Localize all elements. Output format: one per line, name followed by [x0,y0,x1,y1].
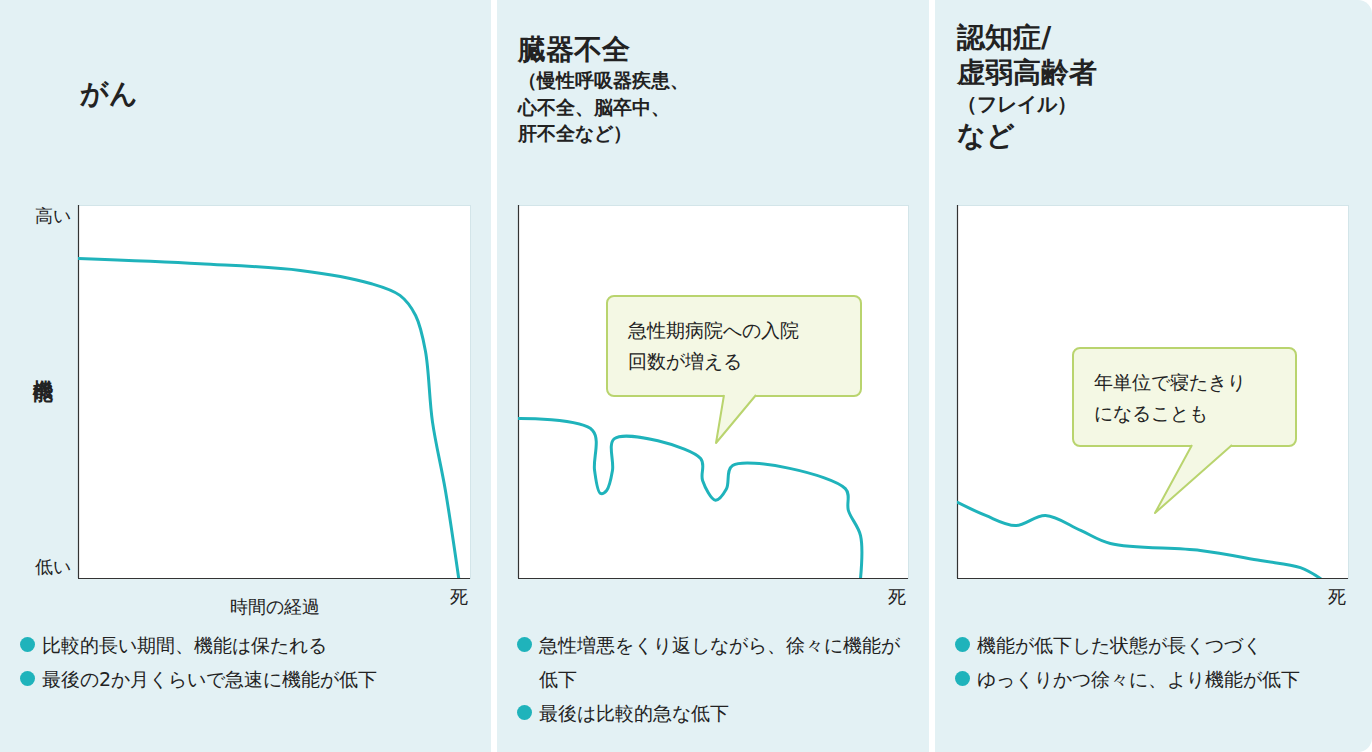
html-text:など: など [957,119,1015,152]
html-text:急性期病院への入院 回数が増える: 急性期病院への入院 回数が増える [628,319,799,373]
html-text:最後は比較的急な低下: 最後は比較的急な低下 [539,702,729,725]
html-text:臓器不全: 臓器不全 [518,33,630,66]
html-text:心不全、脳卒中、: 心不全、脳卒中、 [518,95,670,118]
html-text:（フレイル）: （フレイル） [957,92,1077,116]
html-text:比較的長い期間、機能は保たれる: 比較的長い期間、機能は保たれる [42,634,327,656]
html-text:（慢性呼吸器疾患、: （慢性呼吸器疾患、 [518,69,689,91]
html-text:虚弱高齢者: 虚弱高齢者 [957,56,1097,89]
html-text:肝不全など）: 肝不全など） [518,122,632,145]
svg-text:高い: 高い [35,205,71,226]
html-text:ゆっくりかつ徐々に、より機能が低下: ゆっくりかつ徐々に、より機能が低下 [977,668,1300,691]
svg-text:低い: 低い [35,556,71,577]
html-text:最後の2か月くらいで急速に機能が低下: 最後の2か月くらいで急速に機能が低下 [42,668,378,691]
html-text:機能が低下した状態が長くつづく: 機能が低下した状態が長くつづく [977,634,1262,656]
html-text:認知症/: 認知症/ [957,21,1052,54]
html-text:急性増悪をくり返しながら、徐々に機能が低下: 急性増悪をくり返しながら、徐々に機能が低下 [539,634,900,691]
html-text:機能: 機能 [31,363,55,368]
svg-text:時間の経過: 時間の経過 [230,596,320,617]
html-text:がん: がん [80,77,138,110]
svg-text:死: 死 [1328,586,1346,607]
svg-text:死: 死 [888,586,906,607]
svg-text:死: 死 [450,586,468,607]
html-text:年単位で寝たきり になることも: 年単位で寝たきり になることも [1094,371,1246,425]
